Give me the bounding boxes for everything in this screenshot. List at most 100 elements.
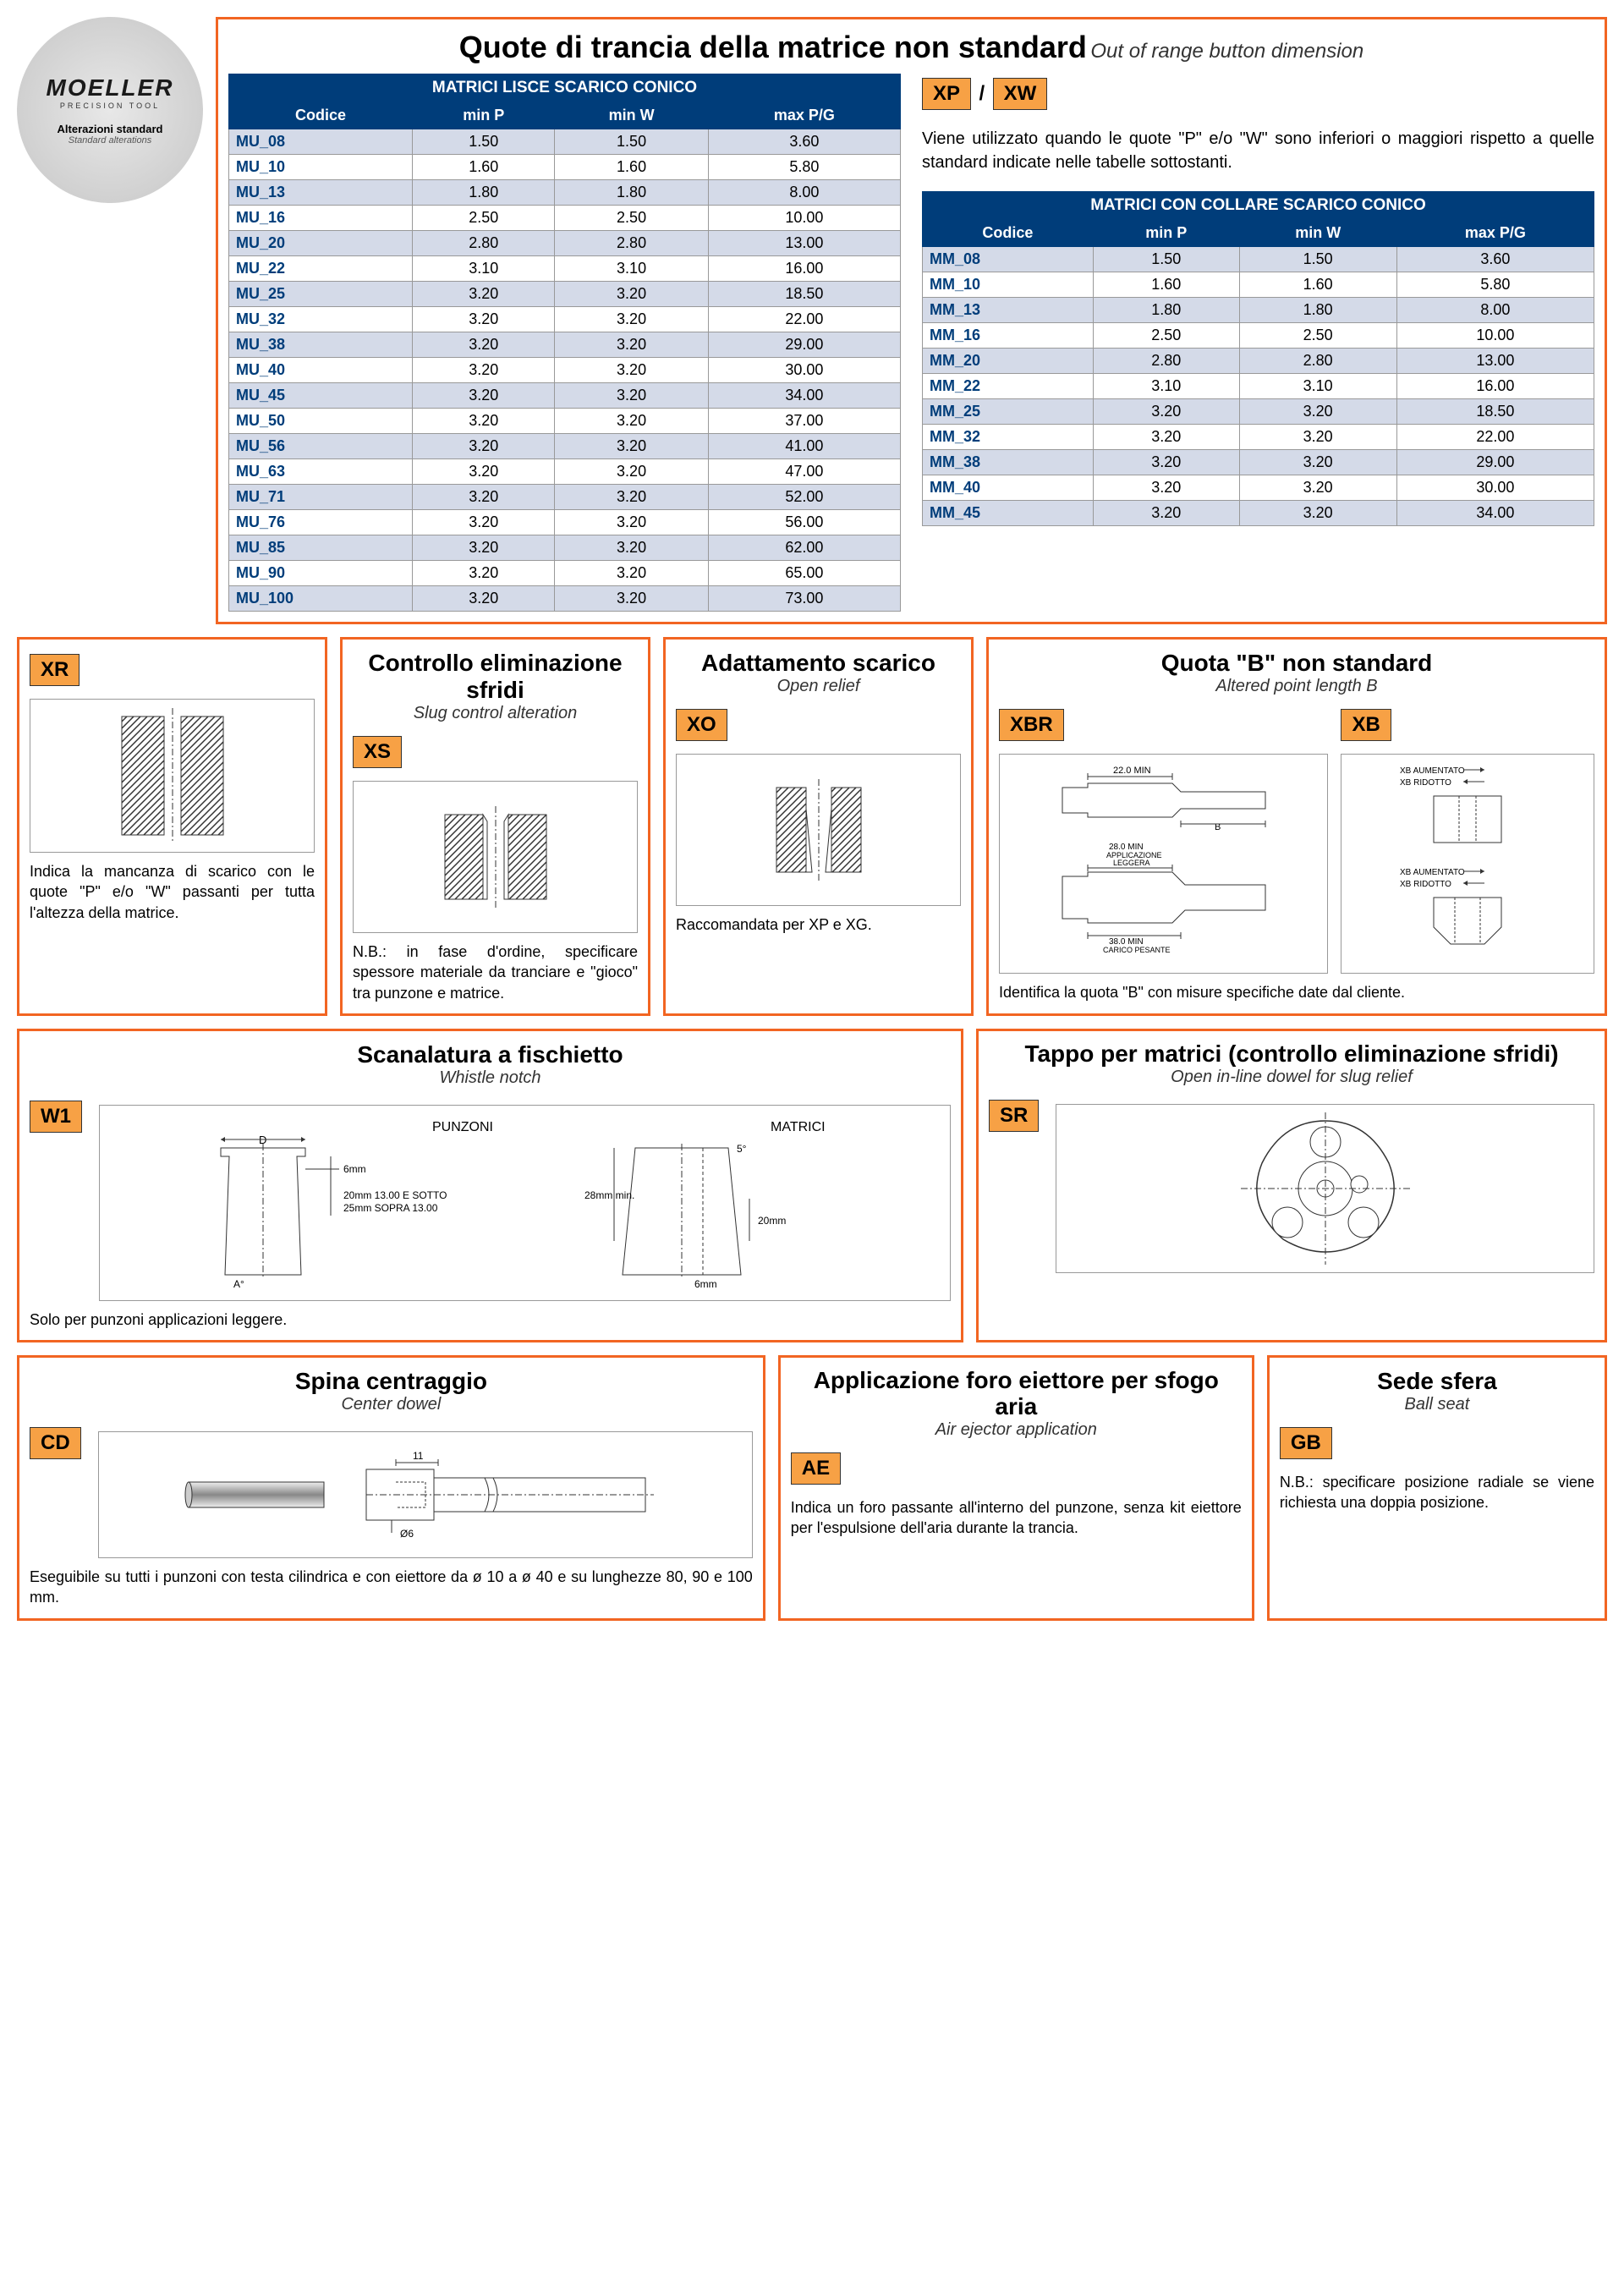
table-row: MU_253.203.2018.50 [229,282,901,307]
table-row: MU_503.203.2037.00 [229,409,901,434]
col-header: min W [1239,220,1396,247]
xo-title-en: Open relief [676,677,961,696]
cd-title-en: Center dowel [30,1395,753,1414]
svg-text:20mm: 20mm [758,1215,786,1227]
brand-name: MOELLER [47,74,174,102]
code-xo: XO [676,709,727,741]
svg-text:20mm 13.00 E SOTTO: 20mm 13.00 E SOTTO [343,1189,447,1201]
diagram-xr [30,699,315,853]
panel-w1: Scanalatura a fischietto Whistle notch W… [17,1029,963,1342]
xb-title-en: Altered point length B [999,677,1594,696]
diagram-xs [353,781,638,933]
svg-text:Ø6: Ø6 [400,1528,414,1540]
panel-cd: Spina centraggio Center dowel CD 11 Ø6 [17,1355,765,1621]
code-xb: XB [1341,709,1391,741]
svg-text:22.0 MIN: 22.0 MIN [1113,766,1151,776]
code-xr: XR [30,654,80,686]
col-header: max P/G [708,102,900,129]
table-row: MU_763.203.2056.00 [229,510,901,535]
svg-text:25mm SOPRA 13.00: 25mm SOPRA 13.00 [343,1202,438,1214]
svg-text:PUNZONI: PUNZONI [432,1120,493,1134]
main-title-it: Quote di trancia della matrice non stand… [459,30,1087,64]
xb-title-it: Quota "B" non standard [999,650,1594,677]
table-row: MM_383.203.2029.00 [923,450,1594,475]
table1-title: MATRICI LISCE SCARICO CONICO [229,74,901,102]
panel-xs: Controllo eliminazione sfridi Slug contr… [340,637,650,1016]
svg-text:XB AUMENTATO: XB AUMENTATO [1400,868,1465,877]
svg-text:XB AUMENTATO: XB AUMENTATO [1400,766,1465,776]
row-cd-ae-gb: Spina centraggio Center dowel CD 11 Ø6 [17,1355,1607,1621]
svg-text:LEGGERA: LEGGERA [1113,859,1150,867]
code-gb: GB [1280,1427,1332,1459]
logo-container: MOELLER PRECISION TOOL Alterazioni stand… [17,17,203,624]
table-row: MU_563.203.2041.00 [229,434,901,459]
table-row: MU_202.802.8013.00 [229,231,901,256]
xs-title-en: Slug control alteration [353,704,638,723]
table-row: MM_162.502.5010.00 [923,323,1594,349]
code-cd: CD [30,1427,81,1459]
svg-text:XB RIDOTTO: XB RIDOTTO [1400,880,1451,889]
table-row: MU_713.203.2052.00 [229,485,901,510]
table-row: MM_081.501.503.60 [923,247,1594,272]
col-header: max P/G [1396,220,1594,247]
logo-badge: MOELLER PRECISION TOOL Alterazioni stand… [17,17,203,203]
diagram-w1: PUNZONI MATRICI D 6mm 20mm 13.00 E SOTTO… [99,1105,951,1301]
table-row: MU_383.203.2029.00 [229,332,901,358]
svg-text:6mm: 6mm [343,1163,366,1175]
table-row: MU_081.501.503.60 [229,129,901,155]
gb-desc: N.B.: specificare posizione radiale se v… [1280,1472,1594,1513]
table-row: MM_453.203.2034.00 [923,501,1594,526]
table-row: MU_323.203.2022.00 [229,307,901,332]
xo-title-it: Adattamento scarico [676,650,961,677]
panel-xo: Adattamento scarico Open relief XO Racco… [663,637,974,1016]
w1-desc: Solo per punzoni applicazioni leggere. [30,1309,951,1330]
xr-desc: Indica la mancanza di scarico con le quo… [30,861,315,923]
table-row: MU_633.203.2047.00 [229,459,901,485]
col-header: Codice [229,102,413,129]
table-row: MU_853.203.2062.00 [229,535,901,561]
code-ae: AE [791,1452,841,1485]
table-row: MM_101.601.605.80 [923,272,1594,298]
panel-ae: Applicazione foro eiettore per sfogo ari… [778,1355,1254,1621]
badge-label-it: Alterazioni standard [58,123,163,135]
w1-title-en: Whistle notch [30,1068,951,1088]
table-row: MM_223.103.1016.00 [923,374,1594,399]
table-row: MU_1003.203.2073.00 [229,586,901,612]
table-row: MM_202.802.8013.00 [923,349,1594,374]
table-matrici-lisce: MATRICI LISCE SCARICO CONICO Codicemin P… [228,74,901,612]
w1-title-it: Scanalatura a fischietto [30,1041,951,1068]
xo-desc: Raccomandata per XP e XG. [676,914,961,935]
cd-desc: Eseguibile su tutti i punzoni con testa … [30,1567,753,1608]
ae-desc: Indica un foro passante all'interno del … [791,1497,1242,1539]
col-header: min P [1093,220,1239,247]
table-row: MU_162.502.5010.00 [229,206,901,231]
panel-xr: XR Indica la mancanza di scarico con le … [17,637,327,1016]
panel-sr: Tappo per matrici (controllo eliminazion… [976,1029,1607,1342]
row-w1-sr: Scanalatura a fischietto Whistle notch W… [17,1029,1607,1342]
table-matrici-collare: MATRICI CON COLLARE SCARICO CONICO Codic… [922,191,1594,526]
ae-title-it: Applicazione foro eiettore per sfogo ari… [791,1368,1242,1420]
col-header: Codice [923,220,1094,247]
table-row: MM_403.203.2030.00 [923,475,1594,501]
gb-title-en: Ball seat [1280,1395,1594,1414]
table2-title: MATRICI CON COLLARE SCARICO CONICO [923,192,1594,220]
table-row: MU_453.203.2034.00 [229,383,901,409]
sr-title-it: Tappo per matrici (controllo eliminazion… [989,1041,1594,1068]
table-row: MM_253.203.2018.50 [923,399,1594,425]
xb-desc: Identifica la quota "B" con misure speci… [999,982,1594,1002]
badge-label-en: Standard alterations [69,135,151,145]
code-xbr: XBR [999,709,1064,741]
diagram-sr [1056,1104,1594,1273]
panel-xb: Quota "B" non standard Altered point len… [986,637,1607,1016]
gb-title-it: Sede sfera [1280,1368,1594,1395]
table-row: MU_403.203.2030.00 [229,358,901,383]
table-row: MU_903.203.2065.00 [229,561,901,586]
code-w1: W1 [30,1101,82,1133]
diagram-xbr: 22.0 MIN B 28.0 MIN APPLICAZIONE LEGGERA… [999,754,1328,974]
table-row: MM_131.801.808.00 [923,298,1594,323]
code-xp: XP [922,78,971,110]
diagram-xo [676,754,961,906]
brand-tagline: PRECISION TOOL [60,102,160,110]
xp-xw-description: Viene utilizzato quando le quote "P" e/o… [922,127,1594,174]
table1-container: MATRICI LISCE SCARICO CONICO Codicemin P… [228,74,901,612]
